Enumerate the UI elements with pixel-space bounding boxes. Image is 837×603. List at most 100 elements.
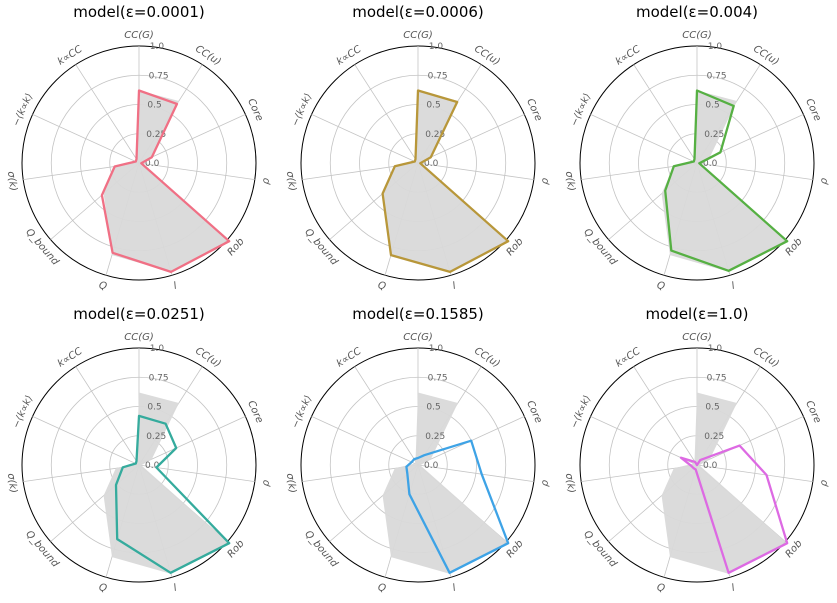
- axis-label: Q: [97, 280, 108, 293]
- grid-spoke: [417, 114, 525, 164]
- axis-label: Q: [655, 582, 666, 595]
- grid-spoke: [32, 114, 140, 164]
- grid-spoke: [354, 64, 419, 164]
- radial-tick-label: 0.0: [145, 461, 160, 471]
- radial-tick-label: 0.75: [428, 71, 448, 81]
- axis-label: Core: [524, 97, 544, 123]
- panel-title: model(ε=0.0001): [73, 3, 205, 21]
- axis-label: l: [730, 583, 736, 594]
- axis-label: CC(u): [472, 346, 502, 370]
- axis-label: l: [730, 281, 736, 292]
- axis-label: CC(u): [751, 346, 781, 370]
- radar-panel: model(ε=1.0) 0.0 0.25 0.5 0.75 1.0CC(G) CC(u) C…: [563, 305, 830, 595]
- reference-area: [103, 90, 230, 272]
- radial-tick-label: 0.5: [147, 101, 161, 111]
- axis-label: −⟨k∝k⟩: [11, 394, 36, 430]
- grid-spoke: [696, 416, 804, 466]
- radial-tick-label: 0.25: [146, 130, 166, 140]
- grid-spoke: [138, 162, 255, 181]
- axis-label: CC(u): [193, 44, 223, 68]
- axis-label: k∝CC: [56, 346, 85, 370]
- radial-tick-label: 0.25: [425, 130, 445, 140]
- axis-label: σ(k): [5, 473, 19, 494]
- axis-label: l: [451, 583, 457, 594]
- grid-spoke: [32, 416, 140, 466]
- reference-area: [382, 392, 509, 574]
- reference-area: [661, 392, 788, 574]
- axis-label: ρ: [539, 177, 551, 185]
- axis-label: Q_bound: [302, 529, 340, 570]
- grid-spoke: [696, 464, 813, 483]
- radial-tick-label: 0.0: [703, 159, 718, 169]
- axis-label: Q_bound: [581, 227, 619, 268]
- radial-tick-label: 0.25: [146, 432, 166, 442]
- axis-label: Core: [245, 399, 265, 425]
- axis-label: CC(G): [124, 332, 154, 343]
- radial-tick-label: 0.0: [424, 461, 439, 471]
- radial-tick-label: 0.0: [145, 159, 160, 169]
- axis-label: Core: [524, 399, 544, 425]
- radial-tick-label: 1.0: [708, 42, 723, 52]
- radial-tick-label: 0.5: [705, 101, 719, 111]
- radial-tick-label: 0.5: [705, 403, 719, 413]
- axis-label: CC(G): [124, 30, 154, 41]
- axis-label: −⟨k∝k⟩: [290, 394, 315, 430]
- radial-tick-label: 0.5: [426, 403, 440, 413]
- axis-label: −⟨k∝k⟩: [290, 92, 315, 128]
- axis-label: σ(k): [5, 171, 19, 192]
- axis-label: k∝CC: [614, 44, 643, 68]
- panel-title: model(ε=0.1585): [352, 305, 484, 323]
- axis-label: Core: [803, 97, 823, 123]
- series-line: [100, 89, 231, 274]
- grid-spoke: [138, 464, 255, 483]
- radial-tick-label: 0.25: [425, 432, 445, 442]
- radial-tick-label: 1.0: [429, 344, 444, 354]
- axis-label: −⟨k∝k⟩: [569, 92, 594, 128]
- series-line: [679, 444, 789, 574]
- axis-label: Q: [376, 582, 387, 595]
- axis-label: Q: [655, 280, 666, 293]
- series-line: [114, 414, 231, 574]
- axis-label: Q_bound: [23, 529, 61, 570]
- axis-label: ρ: [818, 479, 830, 487]
- axis-label: ρ: [260, 177, 272, 185]
- grid-spoke: [354, 366, 419, 466]
- grid-spoke: [138, 114, 246, 164]
- radial-tick-label: 0.25: [704, 130, 724, 140]
- radial-tick-label: 1.0: [429, 42, 444, 52]
- axis-label: Q: [376, 280, 387, 293]
- radial-tick-label: 0.0: [424, 159, 439, 169]
- series-line: [381, 89, 510, 274]
- axis-label: ρ: [260, 479, 272, 487]
- axis-label: k∝CC: [56, 44, 85, 68]
- grid-spoke: [696, 162, 813, 181]
- radial-tick-label: 0.75: [149, 373, 169, 383]
- radar-panel: model(ε=0.0006) 0.0 0.25 0.5 0.75 1.0CC(G) CC(…: [284, 3, 551, 293]
- axis-label: CC(u): [193, 346, 223, 370]
- axis-label: l: [172, 281, 178, 292]
- axis-label: k∝CC: [614, 346, 643, 370]
- axis-label: l: [451, 281, 457, 292]
- radial-tick-label: 1.0: [708, 344, 723, 354]
- axis-label: σ(k): [563, 171, 577, 192]
- grid-spoke: [311, 416, 419, 466]
- grid-spoke: [75, 64, 140, 164]
- series-line: [664, 89, 789, 272]
- axis-label: k∝CC: [335, 346, 364, 370]
- radial-tick-label: 0.75: [707, 373, 727, 383]
- radial-tick-label: 0.25: [704, 432, 724, 442]
- grid-spoke: [417, 162, 534, 181]
- axis-label: CC(u): [751, 44, 781, 68]
- axis-label: Q: [97, 582, 108, 595]
- axis-label: −⟨k∝k⟩: [569, 394, 594, 430]
- radial-tick-label: 0.75: [428, 373, 448, 383]
- axis-label: CC(G): [403, 332, 433, 343]
- axis-label: Core: [803, 399, 823, 425]
- radial-tick-label: 1.0: [150, 344, 165, 354]
- axis-label: ρ: [818, 177, 830, 185]
- radar-panel: model(ε=0.0251) 0.0 0.25 0.5 0.75 1.0CC(G) CC(…: [5, 305, 272, 595]
- grid-spoke: [633, 64, 698, 164]
- grid-spoke: [311, 114, 419, 164]
- axis-label: Core: [245, 97, 265, 123]
- axis-label: σ(k): [284, 171, 298, 192]
